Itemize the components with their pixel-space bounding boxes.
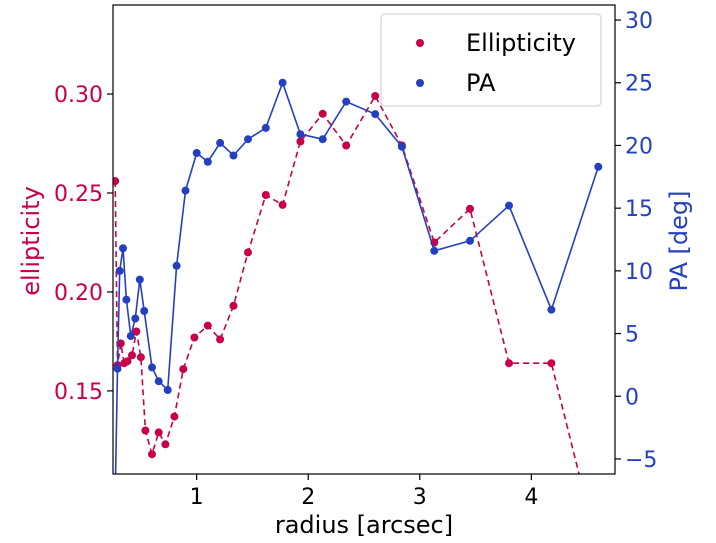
- data-point-pa-16: [216, 138, 225, 147]
- data-point-pa-25: [397, 142, 406, 151]
- data-point-ellipticity-7: [136, 353, 145, 362]
- x-tick-label-3: 4: [524, 485, 538, 510]
- data-point-pa-4: [122, 295, 131, 304]
- data-point-pa-18: [244, 135, 252, 144]
- x-tick-label-0: 1: [190, 485, 204, 510]
- data-point-pa-15: [203, 157, 212, 166]
- data-point-pa-21: [296, 130, 305, 139]
- data-point-pa-5: [126, 332, 135, 341]
- y-left-tick-label-0: 0.15: [54, 380, 103, 405]
- data-point-pa-17: [229, 151, 238, 160]
- y-right-tick-label-5: 20: [625, 134, 653, 159]
- y-left-tick-label-1: 0.20: [54, 281, 103, 306]
- y-left-tick-label-2: 0.25: [54, 182, 103, 207]
- y-left-tick-label-3: 0.30: [54, 83, 103, 108]
- data-point-ellipticity-9: [148, 450, 156, 459]
- y-right-tick-label-1: 0: [625, 385, 639, 410]
- data-point-ellipticity-15: [203, 321, 212, 330]
- data-point-pa-3: [119, 244, 127, 253]
- data-point-pa-14: [192, 149, 201, 157]
- legend-label-ellipticity: Ellipticity: [466, 29, 576, 57]
- data-point-ellipticity-5: [128, 351, 136, 360]
- x-tick-label-2: 3: [413, 485, 427, 510]
- data-point-pa-0: [111, 493, 119, 501]
- data-point-ellipticity-20: [278, 200, 287, 209]
- data-point-pa-7: [135, 275, 144, 284]
- data-point-ellipticity-11: [161, 440, 170, 449]
- data-point-ellipticity-10: [154, 428, 163, 437]
- data-point-ellipticity-19: [261, 191, 270, 199]
- y-right-tick-label-6: 25: [625, 72, 653, 97]
- data-point-ellipticity-27: [466, 204, 474, 213]
- legend-marker-ellipticity: [416, 39, 424, 47]
- data-point-ellipticity-13: [179, 365, 188, 374]
- axes-layer: 1 2 3 4 0.15 0.20 0.25 0.30 −5 0 5 10 15 20 25 30: [54, 4, 657, 510]
- y-axis-right-label: PA [deg]: [665, 191, 693, 292]
- data-point-ellipticity-0: [113, 177, 120, 186]
- data-point-ellipticity-22: [318, 109, 327, 118]
- data-point-pa-20: [278, 78, 287, 87]
- data-point-pa-1: [113, 364, 122, 373]
- data-point-pa-10: [154, 377, 163, 386]
- data-point-pa-9: [148, 363, 156, 372]
- data-point-ellipticity-21: [296, 137, 305, 146]
- data-point-pa-22: [318, 135, 327, 144]
- y-right-tick-label-7: 30: [625, 9, 653, 34]
- y-right-tick-label-3: 10: [625, 260, 653, 285]
- data-point-ellipticity-30: [578, 480, 586, 488]
- x-axis-label: radius [arcsec]: [275, 511, 453, 539]
- data-point-pa-30: [594, 162, 603, 171]
- legend-label-pa: PA: [466, 69, 496, 97]
- legend: Ellipticity PA: [380, 13, 602, 107]
- data-point-ellipticity-23: [342, 141, 351, 150]
- data-point-pa-23: [342, 97, 351, 106]
- legend-marker-pa: [416, 79, 424, 87]
- data-point-pa-12: [172, 261, 181, 270]
- data-point-ellipticity-28: [505, 359, 513, 368]
- series-layer: [111, 78, 603, 501]
- data-point-pa-8: [140, 307, 149, 315]
- data-point-pa-29: [547, 305, 556, 314]
- data-point-ellipticity-17: [229, 301, 238, 310]
- y-axis-left-label: ellipticity: [17, 186, 45, 296]
- data-point-pa-13: [181, 186, 190, 195]
- y-right-tick-label-4: 15: [625, 197, 653, 222]
- x-tick-label-1: 2: [301, 485, 315, 510]
- plot-frame: [112, 4, 616, 475]
- data-point-ellipticity-4: [123, 357, 132, 366]
- data-point-ellipticity-18: [244, 248, 252, 257]
- y-right-tick-label-2: 5: [625, 323, 639, 348]
- data-point-ellipticity-29: [547, 359, 556, 368]
- legend-box: [380, 13, 602, 107]
- data-point-pa-27: [466, 236, 474, 245]
- data-point-ellipticity-14: [190, 333, 199, 342]
- data-point-ellipticity-16: [216, 335, 225, 344]
- data-point-ellipticity-24: [371, 92, 380, 100]
- data-point-pa-11: [163, 386, 172, 394]
- data-point-pa-28: [505, 201, 513, 210]
- data-point-ellipticity-8: [141, 426, 150, 435]
- data-point-pa-26: [430, 246, 439, 255]
- data-point-pa-6: [131, 314, 140, 323]
- data-point-ellipticity-6: [132, 327, 141, 336]
- y-right-tick-label-0: −5: [625, 448, 657, 473]
- data-point-pa-19: [261, 123, 270, 132]
- data-point-ellipticity-12: [170, 412, 179, 421]
- data-point-pa-2: [115, 266, 124, 275]
- data-point-pa-24: [371, 110, 380, 119]
